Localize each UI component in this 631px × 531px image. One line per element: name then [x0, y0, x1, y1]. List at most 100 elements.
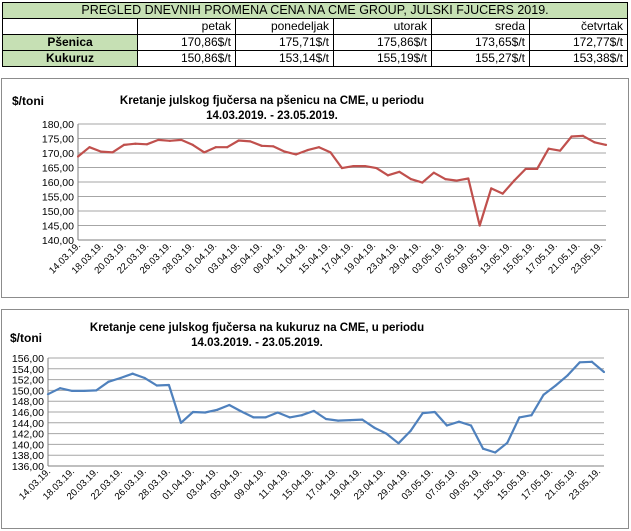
data-point [386, 174, 390, 177]
price-cell: 170,86$/t [137, 34, 236, 51]
data-point [469, 424, 473, 427]
wheat-chart-svg: $/toni Kretanje julskog fjučersa na pšeni… [12, 94, 608, 276]
price-cell: 150,86$/t [137, 50, 236, 67]
data-point [294, 153, 298, 156]
y-tick-label: 144,00 [12, 418, 44, 430]
data-point [513, 179, 516, 182]
data-point [409, 178, 412, 181]
data-point [226, 146, 229, 149]
data-point [478, 224, 481, 227]
data-point [264, 416, 267, 419]
data-point [542, 393, 545, 396]
table-title: PREGLED DNEVNIH PROMENA CENA NA CME GROU… [2, 2, 628, 19]
data-point [570, 135, 573, 138]
data-point [276, 411, 279, 414]
data-point [168, 139, 171, 142]
data-point [58, 387, 62, 390]
data-point [524, 167, 527, 171]
data-point [249, 140, 252, 143]
chart-title-period: 14.03.2019. - 23.05.2019. [206, 110, 338, 122]
wheat-chart: $/toni Kretanje julskog fjučersa na pšeni… [1, 78, 629, 298]
data-point [530, 414, 533, 417]
y-tick-label: 165,00 [42, 163, 74, 175]
y-tick-label: 155,00 [42, 192, 74, 204]
data-point [240, 410, 243, 413]
data-point [288, 416, 291, 419]
price-cell: 175,86$/t [333, 34, 432, 51]
table-row: Pšenica 170,86$/t 175,71$/t 175,86$/t 17… [2, 34, 628, 51]
data-point [349, 419, 352, 422]
header-cell: ponedeljak [235, 18, 334, 35]
table-row: Kukuruz 150,86$/t 153,14$/t 155,19$/t 15… [2, 50, 628, 67]
data-point [180, 138, 183, 142]
table-header-empty [2, 18, 138, 35]
data-point [204, 411, 207, 414]
y-tick-label: 156,00 [12, 353, 44, 365]
y-tick-label: 138,00 [12, 450, 44, 462]
data-point [283, 150, 286, 153]
data-point [228, 403, 231, 407]
price-cell: 153,14$/t [235, 50, 334, 67]
data-point [46, 393, 50, 396]
data-point [317, 146, 321, 149]
data-point [421, 411, 424, 415]
price-cell: 155,19$/t [333, 50, 432, 67]
data-point [306, 149, 309, 152]
data-point [88, 146, 91, 149]
data-point [71, 389, 74, 393]
data-point [134, 142, 137, 145]
data-point [593, 141, 596, 144]
data-point [143, 376, 146, 380]
chart-title-period: 14.03.2019. - 23.05.2019. [191, 337, 323, 349]
data-point [566, 374, 569, 377]
data-point [83, 389, 86, 393]
chart-title: Kretanje cene julskog fjučersa na kukuru… [90, 322, 424, 334]
data-point [214, 146, 217, 149]
data-point [122, 143, 126, 146]
data-point [421, 181, 424, 184]
y-tick-label: 145,00 [42, 221, 74, 233]
data-point [191, 410, 195, 414]
data-point [145, 143, 148, 146]
data-point [119, 376, 122, 380]
data-point [455, 179, 458, 182]
data-point [558, 149, 562, 152]
data-point [501, 192, 504, 195]
y-tick-label: 175,00 [42, 134, 74, 146]
data-point [131, 372, 134, 375]
data-point [578, 361, 581, 364]
data-point [398, 170, 401, 173]
data-point [506, 441, 509, 444]
data-point [324, 417, 328, 421]
data-point [445, 424, 448, 427]
data-point [340, 166, 344, 170]
data-point [329, 151, 332, 154]
data-point [155, 384, 158, 387]
header-cell: četvrtak [529, 18, 628, 35]
price-cell: 172,77$/t [529, 34, 628, 51]
data-point [581, 134, 585, 137]
chart-title: Kretanje julskog fjučersa na pšenicu na … [120, 95, 424, 107]
data-point [260, 144, 263, 147]
data-point [203, 151, 206, 154]
data-point [457, 420, 461, 423]
data-point [352, 164, 355, 168]
header-cell: sreda [431, 18, 530, 35]
data-point [300, 414, 303, 417]
data-point [602, 370, 606, 374]
price-cell: 153,38$/t [529, 50, 628, 67]
data-point [433, 410, 436, 414]
price-cell: 173,65$/t [431, 34, 530, 51]
table-title-row: PREGLED DNEVNIH PROMENA CENA NA CME GROU… [2, 2, 628, 19]
row-label: Kukuruz [2, 50, 138, 67]
data-point [482, 447, 485, 450]
data-point [397, 442, 400, 445]
y-axis-unit-label: $/toni [12, 94, 44, 108]
y-tick-label: 148,00 [12, 396, 44, 408]
data-point [554, 384, 557, 387]
data-point [107, 380, 110, 383]
data-point [272, 145, 275, 148]
data-point [157, 138, 160, 142]
y-axis-unit-label: $/toni [10, 331, 42, 345]
data-point [312, 409, 316, 413]
